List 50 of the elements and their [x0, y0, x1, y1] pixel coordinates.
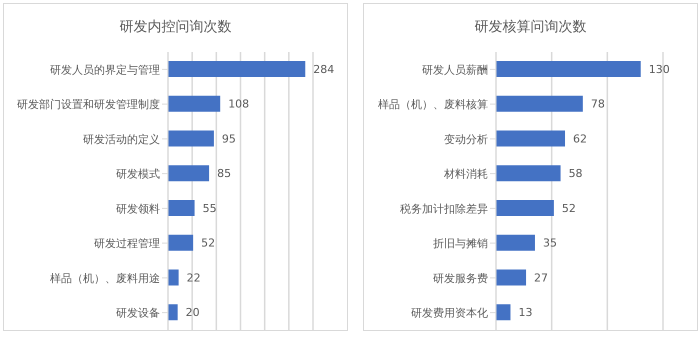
- y-tick-label: 变动分析: [444, 132, 488, 146]
- data-label: 62: [573, 132, 588, 146]
- bar: [496, 61, 641, 77]
- y-tick-label: 研发费用资本化: [411, 306, 488, 320]
- bar: [168, 200, 195, 216]
- data-label: 85: [217, 167, 232, 180]
- data-label: 78: [590, 98, 605, 111]
- bar: [496, 304, 510, 320]
- data-label: 95: [222, 132, 236, 146]
- bar: [168, 96, 220, 112]
- y-tick-label: 研发过程管理: [94, 237, 160, 250]
- bar: [168, 61, 306, 77]
- y-tick-label: 税务加计扣除差异: [400, 202, 488, 216]
- data-label: 20: [186, 306, 200, 320]
- bar: [168, 270, 179, 286]
- y-tick-label: 研发领料: [116, 202, 160, 216]
- bar: [496, 200, 554, 216]
- bar: [496, 96, 583, 112]
- bar: [496, 270, 526, 286]
- bar: [168, 165, 210, 182]
- data-label: 52: [201, 236, 216, 250]
- data-label: 58: [568, 167, 583, 180]
- data-label: 52: [562, 202, 576, 215]
- data-label: 22: [186, 271, 201, 284]
- y-tick-label: 研发活动的定义: [83, 132, 160, 146]
- y-tick-label: 研发服务费: [433, 272, 488, 285]
- y-tick-label: 折旧与摊销: [433, 237, 488, 250]
- data-label: 108: [228, 98, 250, 111]
- y-tick-label: 研发人员薪酬: [422, 63, 488, 76]
- bar: [168, 234, 194, 251]
- data-label: 35: [542, 236, 557, 250]
- y-tick-label: 样品（机）、废料用途: [50, 272, 160, 285]
- y-tick-label: 研发部门设置和研发管理制度: [17, 98, 160, 112]
- bar: [496, 130, 566, 146]
- data-label: 27: [534, 271, 548, 284]
- y-tick-label: 研发人员的界定与管理: [50, 63, 160, 76]
- chart-title: 研发内控问询次数: [118, 18, 232, 36]
- data-label: 130: [648, 62, 670, 76]
- data-label: 13: [518, 306, 532, 320]
- y-tick-label: 材料消耗: [443, 168, 488, 181]
- y-tick-label: 研发模式: [116, 168, 160, 181]
- y-tick-label: 研发设备: [116, 306, 160, 320]
- bar: [496, 234, 535, 251]
- data-label: 55: [202, 202, 217, 215]
- y-tick-label: 样品（机）、废料核算: [378, 98, 488, 112]
- data-label: 284: [313, 62, 334, 76]
- bar: [168, 304, 178, 320]
- bar: [496, 165, 561, 182]
- chart-title: 研发核算问询次数: [474, 18, 588, 36]
- bar: [168, 130, 214, 146]
